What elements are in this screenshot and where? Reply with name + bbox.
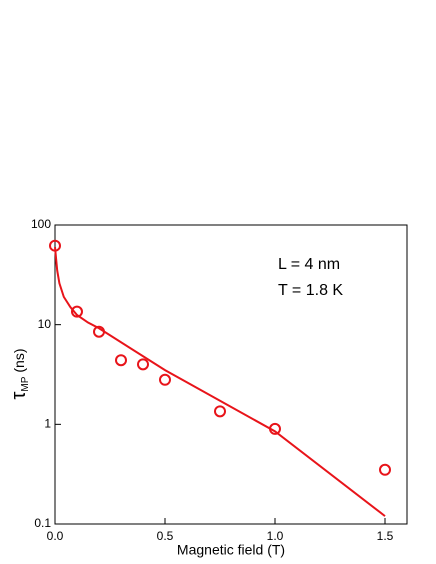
data-point (214, 405, 226, 418)
x-tick-label: 0.5 (157, 529, 174, 543)
data-point (379, 463, 391, 476)
y-tick-label: 10 (38, 317, 52, 331)
y-tick-label: 1 (44, 417, 51, 431)
x-tick-label: 1.5 (377, 529, 394, 543)
y-axis-label: τMP (ns) (8, 348, 30, 399)
fit-line (54, 247, 386, 517)
annotation: L = 4 nm (278, 256, 340, 273)
data-point (137, 358, 149, 371)
x-axis-label: Magnetic field (T) (177, 542, 285, 558)
x-tick-label: 1.0 (267, 529, 284, 543)
data-point (71, 305, 83, 318)
annotation: T = 1.8 K (278, 282, 343, 299)
plot-frame (54, 224, 408, 525)
y-label-unit: (ns) (11, 348, 27, 372)
data-point (159, 373, 171, 386)
data-point (115, 354, 127, 367)
y-label-symbol: τ (8, 392, 30, 400)
x-tick-label: 0.0 (47, 529, 64, 543)
y-label-subscript: MP (20, 376, 31, 391)
y-tick-label: 0.1 (34, 516, 51, 530)
y-tick-label: 100 (31, 217, 51, 231)
